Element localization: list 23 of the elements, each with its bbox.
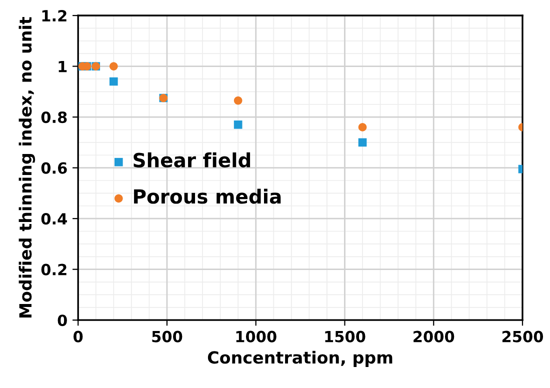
legend-label: Porous media (134, 188, 281, 204)
y-tick-label: 1.2 (42, 10, 66, 22)
point (234, 120, 242, 129)
x-tick-label: 2000 (414, 330, 454, 342)
x-tick-label: 1500 (325, 330, 366, 342)
y-tick-label: 1 (58, 60, 67, 72)
y-axis-title: Modified thinning index, no unit (18, 16, 36, 318)
x-tick-label: 0 (74, 330, 83, 342)
point (358, 123, 367, 132)
y-tick-label: 0 (58, 314, 67, 326)
y-tick-label: 0.2 (41, 264, 66, 276)
y-tick-label: 0.8 (41, 112, 67, 124)
y-tick-label: 0.4 (41, 213, 67, 225)
y-tick-label: 0.6 (41, 162, 67, 174)
point (109, 62, 118, 70)
x-axis-title: Concentration, ppm (208, 350, 392, 367)
point (234, 96, 242, 105)
legend-label: Shear field (134, 152, 250, 168)
point (109, 77, 118, 86)
point (358, 138, 367, 147)
x-tick-label: 1000 (236, 330, 276, 342)
x-tick-label: 500 (152, 330, 182, 342)
x-tick-label: 2500 (502, 330, 544, 342)
